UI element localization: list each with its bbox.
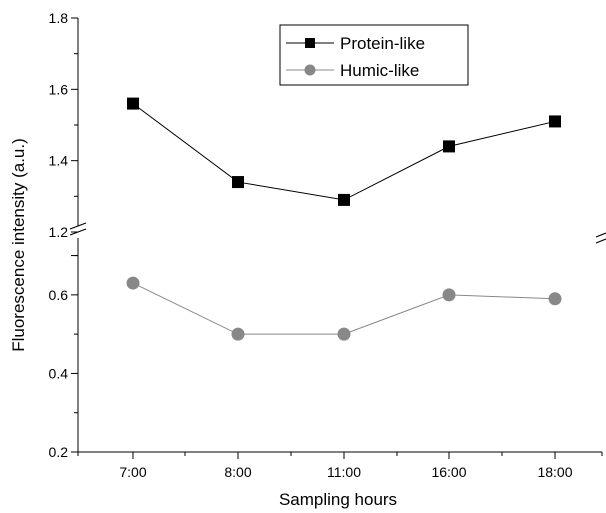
axis-ticks: 1.2 1.4 1.6 1.8 0.2 0.4 0.6 7:00 8:00 11:00 16:00 1… [49, 10, 603, 480]
legend-label-humic: Humic-like [340, 61, 419, 80]
y-tick-label: 1.8 [49, 10, 69, 26]
data-point-humic [337, 327, 351, 341]
data-point-humic [126, 276, 140, 290]
y-tick-label: 0.2 [49, 444, 69, 460]
x-tick-label: 18:00 [537, 464, 572, 480]
data-point-protein [232, 176, 244, 189]
x-tick-label: 7:00 [119, 464, 146, 480]
x-tick-label: 16:00 [431, 464, 466, 480]
data-point-humic [442, 288, 456, 302]
series-line-protein [132, 103, 556, 201]
x-tick-label: 8:00 [224, 464, 251, 480]
y-tick-label: 0.4 [49, 365, 69, 381]
series-line-humic [132, 282, 556, 335]
y-axis-break-right [595, 232, 606, 244]
y-tick-label: 1.6 [49, 81, 69, 97]
y-axis-title: Fluorescence intensity (a.u.) [9, 138, 28, 352]
y-tick-label: 1.2 [49, 224, 69, 240]
data-point-protein [338, 193, 350, 206]
y-tick-label: 1.4 [49, 153, 69, 169]
legend-marker-humic [304, 64, 316, 76]
data-point-humic [231, 327, 245, 341]
x-tick-label: 11:00 [327, 464, 361, 480]
legend-marker-protein [305, 38, 315, 48]
data-point-protein [443, 140, 455, 153]
x-axis-title: Sampling hours [279, 490, 397, 509]
data-point-protein [127, 97, 139, 110]
y-tick-label: 0.6 [49, 287, 69, 303]
data-point-humic [548, 292, 562, 306]
data-point-protein [549, 115, 561, 128]
series-layer [126, 97, 562, 341]
legend-label-protein: Protein-like [340, 34, 425, 53]
legend: Protein-like Humic-like [279, 24, 469, 86]
